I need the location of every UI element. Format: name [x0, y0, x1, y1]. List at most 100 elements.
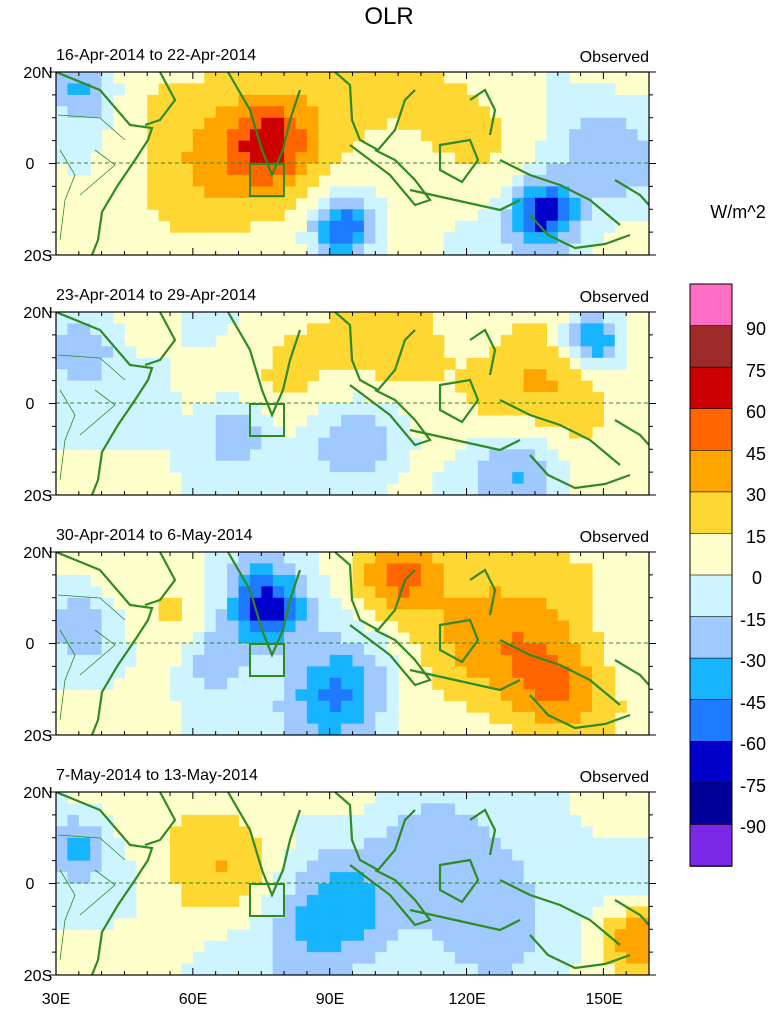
anomaly-cell — [318, 472, 331, 485]
anomaly-cell — [181, 323, 194, 336]
anomaly-cell — [341, 872, 354, 885]
anomaly-cell — [204, 849, 217, 862]
anomaly-cell — [181, 83, 194, 96]
anomaly-cell — [284, 712, 297, 725]
anomaly-cell — [318, 929, 331, 942]
anomaly-cell — [306, 849, 319, 862]
anomaly-cell — [238, 83, 251, 96]
anomaly-cell — [295, 906, 308, 919]
anomaly-cell — [352, 220, 365, 233]
anomaly-cell — [500, 666, 513, 679]
anomaly-cell — [306, 654, 319, 667]
anomaly-cell — [284, 83, 297, 96]
anomaly-cell — [512, 826, 525, 839]
anomaly-cell — [261, 94, 274, 107]
anomaly-cell — [352, 689, 365, 702]
anomaly-cell — [204, 414, 217, 427]
anomaly-cell — [295, 883, 308, 896]
anomaly-cell — [215, 689, 228, 702]
anomaly-cell — [398, 369, 411, 382]
anomaly-cell — [363, 209, 376, 222]
anomaly-cell — [249, 872, 262, 885]
anomaly-cell — [158, 94, 171, 107]
anomaly-cell — [557, 460, 570, 473]
anomaly-cell — [329, 814, 342, 827]
anomaly-cell — [386, 860, 399, 873]
anomaly-cell — [78, 72, 91, 84]
anomaly-cell — [603, 220, 616, 233]
anomaly-cell — [352, 586, 365, 599]
anomaly-cell — [249, 106, 262, 119]
anomaly-cell — [512, 597, 525, 610]
anomaly-cell — [535, 837, 547, 850]
anomaly-cell — [443, 574, 456, 587]
anomaly-cell — [420, 586, 433, 599]
anomaly-cell — [557, 883, 570, 896]
anomaly-cell — [420, 323, 433, 336]
anomaly-cell — [398, 860, 411, 873]
anomaly-cell — [363, 197, 376, 210]
anomaly-cell — [489, 232, 502, 245]
anomaly-cell — [523, 392, 536, 405]
anomaly-cell — [432, 369, 445, 382]
anomaly-cell — [318, 197, 331, 210]
anomaly-cell — [420, 814, 433, 827]
anomaly-cell — [569, 117, 582, 130]
anomaly-cell — [386, 323, 399, 336]
anomaly-cell — [523, 906, 536, 919]
anomaly-cell — [352, 677, 365, 690]
anomaly-cell — [227, 883, 240, 896]
anomaly-cell — [329, 883, 342, 896]
anomaly-cell — [363, 220, 376, 233]
anomaly-cell — [124, 906, 137, 919]
anomaly-cell — [67, 574, 80, 587]
anomaly-cell — [78, 906, 91, 919]
anomaly-cell — [101, 632, 114, 645]
anomaly-cell — [284, 929, 297, 942]
anomaly-cell — [557, 803, 570, 816]
anomaly-cell — [272, 129, 285, 142]
anomaly-cell — [557, 574, 570, 587]
anomaly-cell — [614, 197, 627, 210]
anomaly-cell — [466, 220, 479, 233]
anomaly-cell — [261, 689, 274, 702]
anomaly-cell — [192, 163, 205, 176]
anomaly-cell — [329, 849, 342, 862]
anomaly-cell — [500, 837, 513, 850]
anomaly-cell — [546, 826, 559, 839]
anomaly-cell — [147, 174, 160, 187]
anomaly-cell — [546, 917, 559, 930]
anomaly-cell — [557, 414, 570, 427]
anomaly-cell — [295, 380, 308, 393]
anomaly-cell — [238, 929, 251, 942]
anomaly-cell — [512, 940, 525, 953]
anomaly-cell — [432, 929, 445, 942]
anomaly-cell — [477, 220, 490, 233]
anomaly-cell — [192, 814, 205, 827]
anomaly-cell — [637, 952, 649, 965]
anomaly-cell — [420, 826, 433, 839]
anomaly-cell — [375, 952, 388, 965]
anomaly-cell — [124, 860, 137, 873]
anomaly-cell — [238, 460, 251, 473]
anomaly-cell — [455, 963, 468, 975]
anomaly-cell — [113, 860, 125, 873]
anomaly-cell — [466, 483, 479, 495]
anomaly-cell — [101, 83, 114, 96]
anomaly-cell — [500, 792, 513, 804]
anomaly-cell — [546, 369, 559, 382]
anomaly-cell — [500, 483, 513, 495]
anomaly-cell — [158, 403, 171, 416]
anomaly-cell — [78, 106, 91, 119]
anomaly-cell — [557, 403, 570, 416]
anomaly-cell — [204, 883, 217, 896]
anomaly-cell — [329, 666, 342, 679]
anomaly-cell — [284, 334, 297, 347]
anomaly-cell — [56, 369, 68, 382]
anomaly-cell — [455, 243, 468, 255]
anomaly-cell — [215, 220, 228, 233]
anomaly-cell — [546, 929, 559, 942]
anomaly-cell — [90, 666, 103, 679]
anomaly-cell — [363, 723, 376, 735]
anomaly-cell — [192, 700, 205, 713]
